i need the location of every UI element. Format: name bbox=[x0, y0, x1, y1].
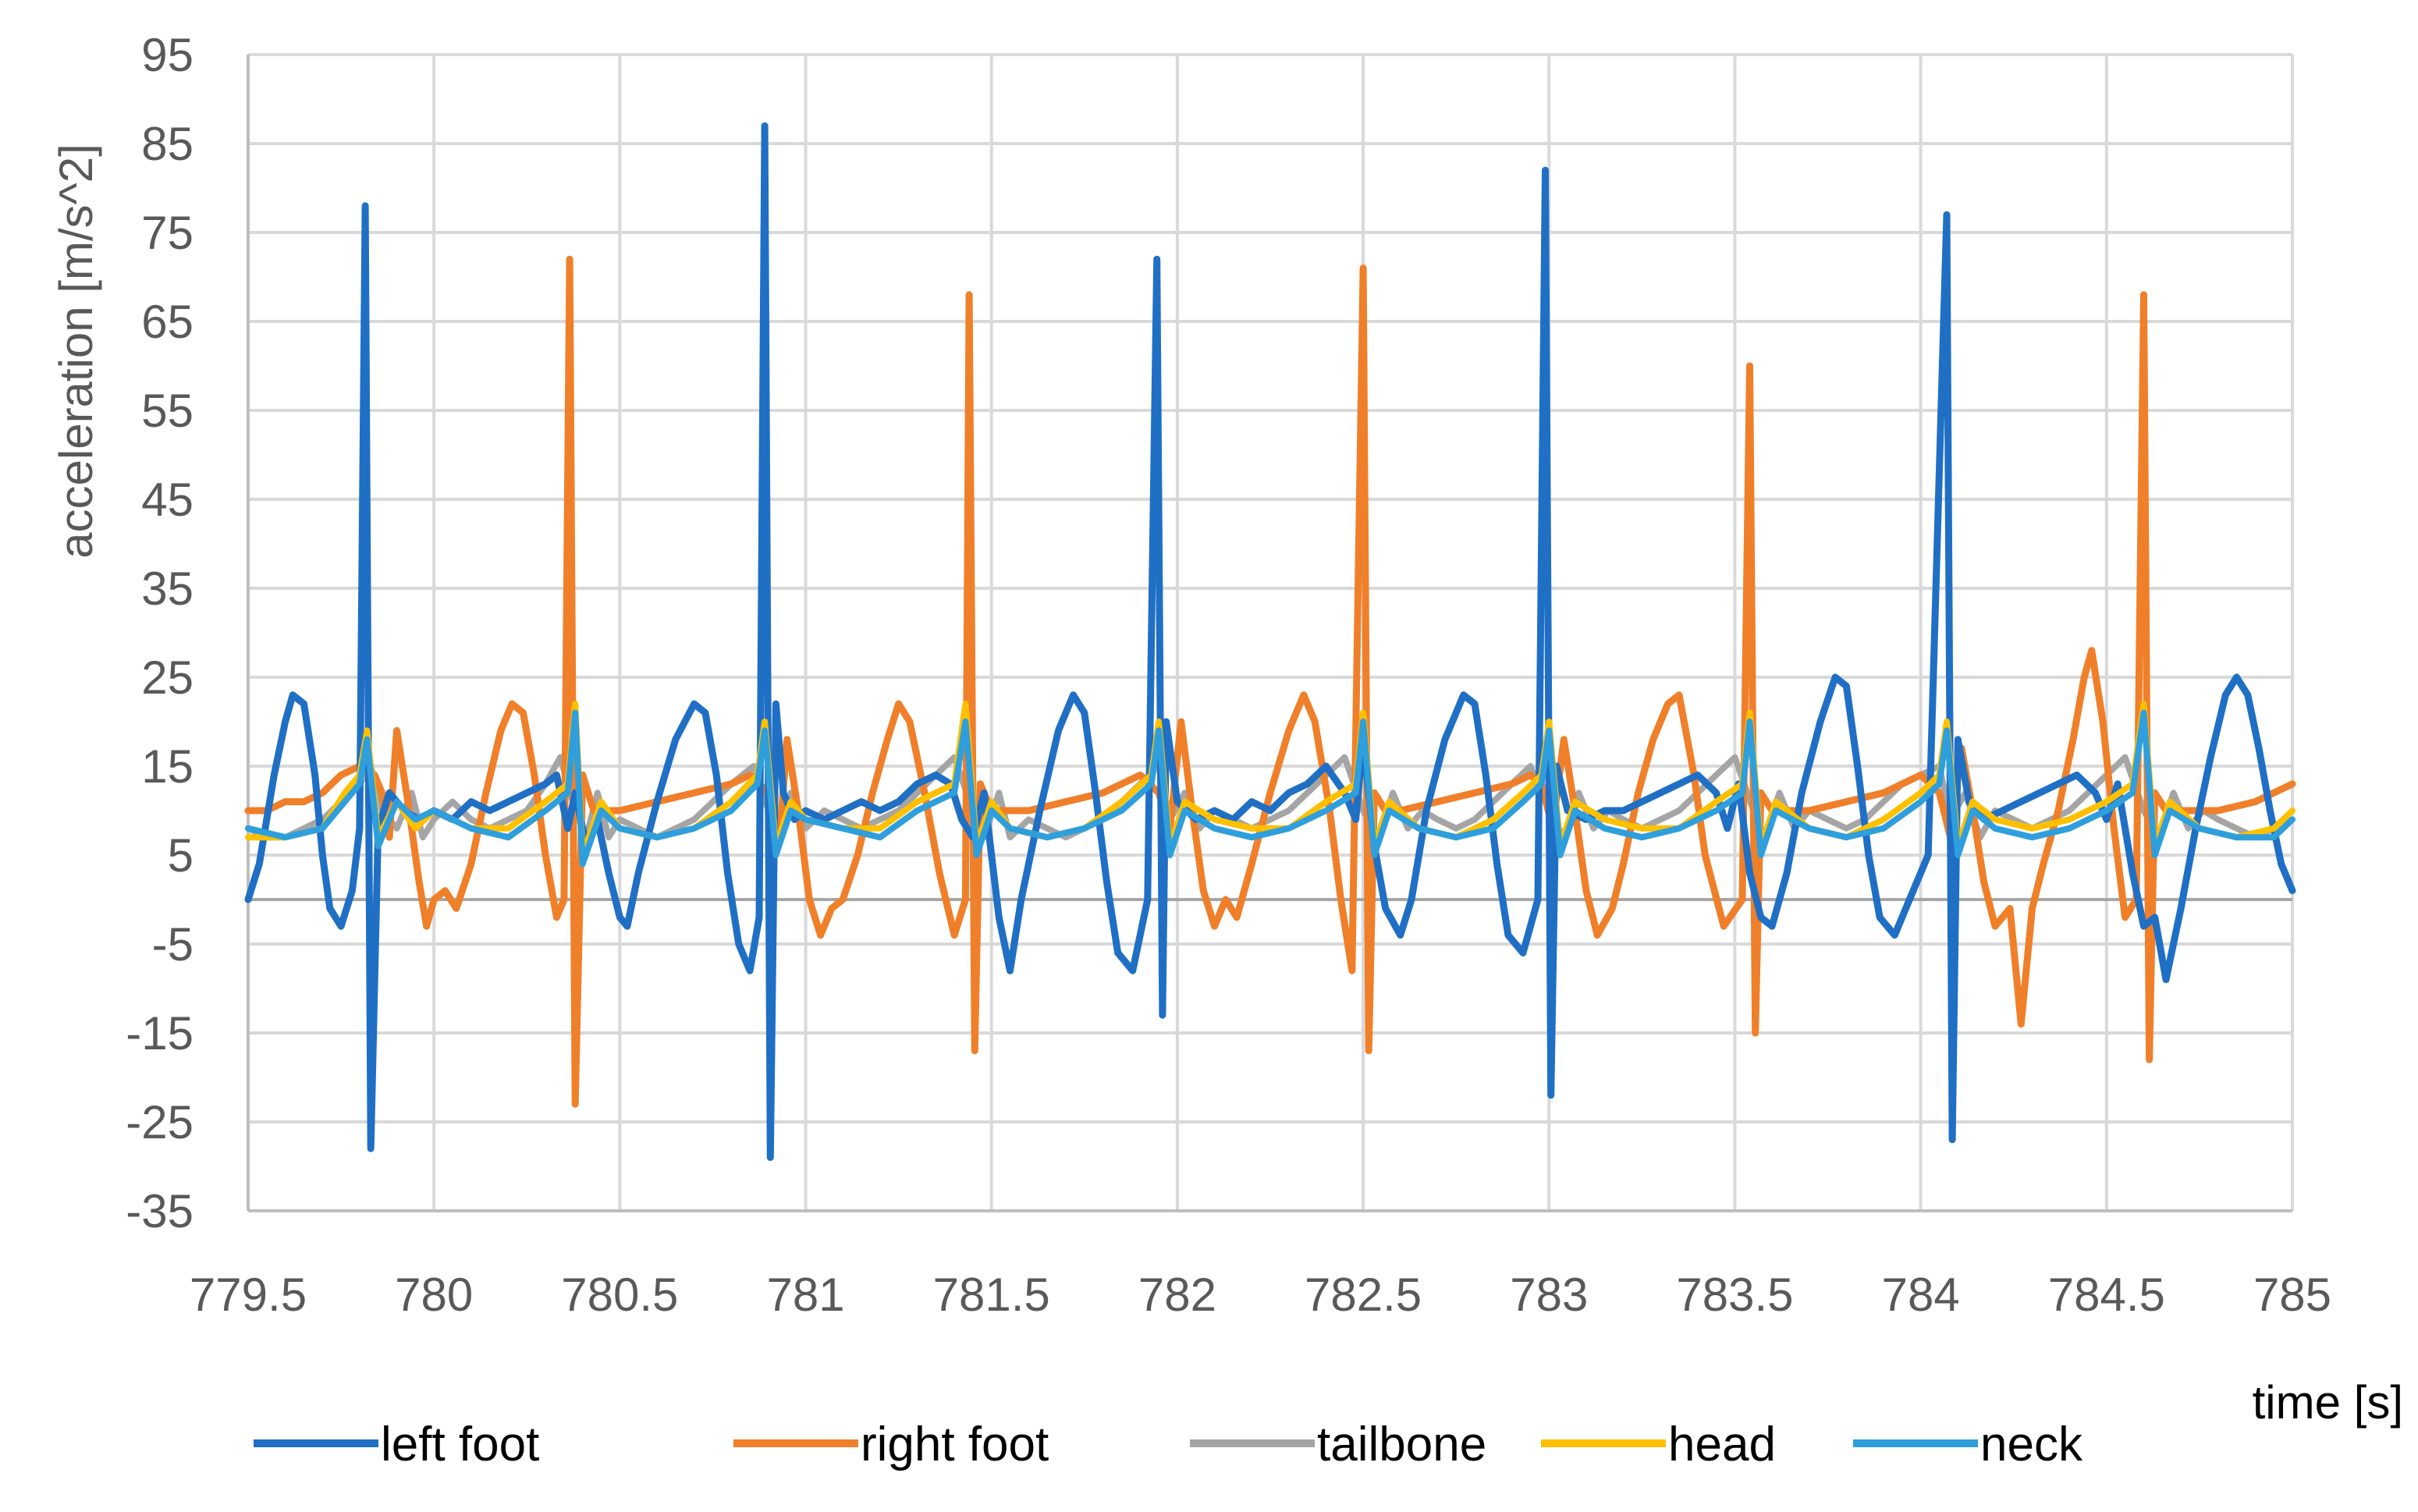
x-tick-label: 782.5 bbox=[1305, 1269, 1422, 1321]
x-tick-label: 784 bbox=[1882, 1269, 1960, 1321]
x-axis-title: time [s] bbox=[2253, 1376, 2403, 1429]
x-tick-label: 781 bbox=[766, 1269, 844, 1321]
x-axis-ticks: 779.5 780 780.5 781 781.5 782 782.5 783 783.5 784… bbox=[190, 1269, 2331, 1321]
x-tick-label: 782 bbox=[1138, 1269, 1216, 1321]
x-tick-label: 783 bbox=[1510, 1269, 1588, 1321]
y-tick-label: 45 bbox=[141, 474, 194, 526]
x-tick-label: 780 bbox=[395, 1269, 473, 1321]
x-tick-label: 784.5 bbox=[2048, 1269, 2165, 1321]
legend-label: left foot bbox=[381, 1418, 539, 1471]
y-tick-label: 85 bbox=[141, 118, 194, 170]
series-line-right-foot bbox=[244, 255, 2296, 1108]
y-tick-label: 65 bbox=[141, 296, 194, 348]
x-tick-label: 785 bbox=[2253, 1269, 2331, 1321]
y-tick-label: 95 bbox=[141, 29, 194, 81]
y-axis-title: acceleration [m/s^2] bbox=[50, 144, 102, 559]
legend: left foot right foot tailbone head neck bbox=[254, 1418, 2083, 1471]
x-tick-label: 779.5 bbox=[190, 1269, 307, 1321]
y-tick-label: -25 bbox=[126, 1096, 194, 1148]
y-tick-label: -5 bbox=[152, 918, 194, 971]
x-tick-label: 783.5 bbox=[1676, 1269, 1793, 1321]
series-line-left-foot bbox=[244, 122, 2296, 1162]
x-tick-label: 780.5 bbox=[561, 1269, 678, 1321]
y-tick-label: 5 bbox=[168, 829, 194, 882]
y-tick-label: -15 bbox=[126, 1007, 194, 1059]
series-line-neck bbox=[245, 709, 2296, 868]
series-line-head bbox=[245, 701, 2296, 858]
legend-label: tailbone bbox=[1317, 1418, 1486, 1471]
legend-label: right foot bbox=[861, 1418, 1049, 1471]
y-tick-label: 55 bbox=[141, 385, 194, 437]
x-tick-label: 781.5 bbox=[933, 1269, 1050, 1321]
y-tick-label: 75 bbox=[141, 207, 194, 259]
y-tick-label: 35 bbox=[141, 563, 194, 615]
legend-label: head bbox=[1668, 1418, 1776, 1471]
grid-lines bbox=[247, 53, 2294, 1212]
y-tick-label: -35 bbox=[126, 1185, 194, 1237]
series-lines bbox=[244, 122, 2296, 1162]
y-tick-label: 25 bbox=[141, 651, 194, 704]
y-tick-label: 15 bbox=[141, 740, 194, 793]
y-axis-ticks: 95 85 75 65 55 45 35 25 15 5 -5 -15 -25 -35 bbox=[126, 29, 194, 1237]
legend-label: neck bbox=[1980, 1418, 2083, 1471]
